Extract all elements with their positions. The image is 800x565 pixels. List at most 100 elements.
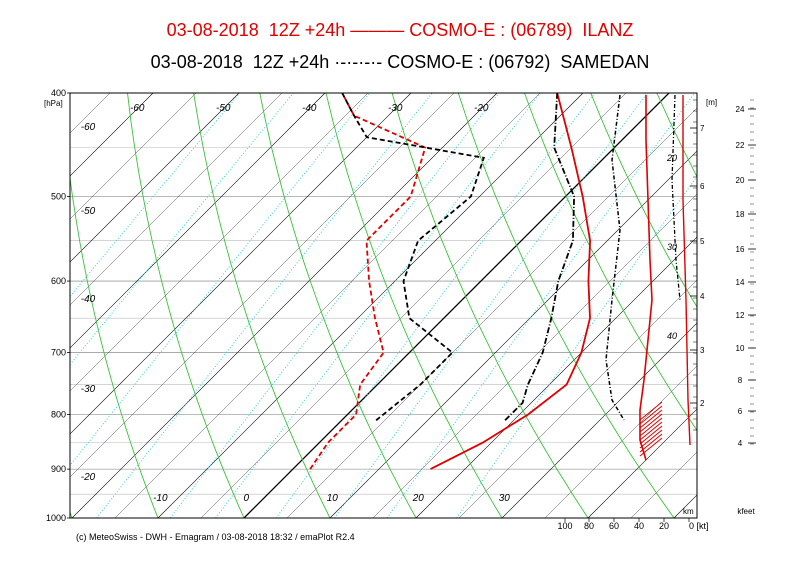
wind-profile-samedan: [605, 94, 625, 421]
isotherm-line: [717, 93, 800, 518]
isotherm-inline-label: 30: [667, 242, 677, 252]
title-samedan: 03-08-2018 12Z +24h ·-·-·-·- COSMO-E : (…: [150, 52, 650, 72]
isotherm-inline-label: 20: [666, 153, 677, 163]
mixing-ratio-line: [70, 93, 371, 467]
wind-speed-label: 80: [584, 521, 594, 531]
dry-adiabat: [259, 93, 417, 518]
dry-adiabat: [457, 93, 675, 518]
isotherm-line: [673, 494, 697, 518]
mixing-ratio-line: [96, 93, 433, 518]
isotherm-line: [70, 93, 412, 435]
height-kfeet-label: 24: [736, 105, 745, 114]
height-km-label: 6: [700, 182, 705, 191]
isotherm-line: [70, 93, 283, 306]
height-kfeet-label: 20: [736, 176, 745, 185]
wind-barb-ilanz: [639, 417, 663, 437]
isotherm-line: [70, 93, 369, 392]
wind-barb-ilanz: [639, 429, 663, 449]
footer-credit: (c) MeteoSwiss - DWH - Emagram / 03-08-2…: [76, 532, 355, 542]
wind-profile-ilanz: [639, 95, 653, 461]
isotherm-line: [372, 193, 697, 518]
height-kfeet-label: 4: [738, 439, 743, 448]
dry-adiabat: [789, 93, 800, 518]
sounding-data: [309, 93, 691, 470]
isotherm-line: [114, 93, 541, 518]
height-kfeet-label: 10: [736, 344, 745, 353]
wind-barb-ilanz: [639, 401, 663, 421]
wind-barb-ilanz: [639, 433, 663, 453]
mixing-ratio-line: [215, 93, 541, 518]
isotherm-line: [70, 93, 154, 177]
height-kfeet-label: 12: [736, 311, 745, 320]
isotherm-line: [70, 93, 111, 134]
height-km-label: 5: [700, 237, 705, 246]
dry-adiabat: [723, 93, 800, 518]
isotherm-line: [70, 93, 197, 220]
height-kfeet-label: 14: [736, 278, 745, 287]
height-km-label: 3: [700, 346, 705, 355]
height-kfeet-label: 18: [736, 210, 745, 219]
pressure-unit-label: [hPa]: [44, 99, 63, 108]
isotherm-left-label: -30: [81, 384, 96, 395]
isotherm-line: [329, 150, 697, 518]
dewpoint-line-ilanz: [309, 93, 427, 470]
pressure-tick-label: 800: [51, 410, 66, 420]
dry-adiabat: [590, 93, 697, 308]
mixing-ratio-line: [70, 93, 241, 298]
plot-frame: [69, 92, 698, 519]
wind-barb-ilanz: [639, 421, 663, 441]
pressure-tick-label: 500: [51, 191, 66, 201]
temperature-bottom-label: 30: [499, 493, 511, 504]
wind-barb-ilanz: [639, 425, 663, 445]
mixing-ratio-line: [70, 93, 294, 366]
mixing-ratio-line: [456, 175, 697, 518]
height-km-label: 2: [700, 399, 705, 408]
isotherm-line: [415, 236, 697, 518]
dry-adiabat: [70, 510, 73, 518]
pressure-tick-label: 1000: [46, 513, 66, 523]
temperature-line-ilanz: [430, 93, 592, 470]
isotherm-line: [286, 107, 697, 518]
mixing-ratio-line: [333, 93, 648, 518]
temperature-bottom-label: 20: [412, 493, 425, 504]
wind-barb-ilanz: [639, 409, 663, 429]
wind-profile-samedan-2: [671, 94, 681, 301]
temperature-bottom-label: -10: [153, 493, 168, 504]
isotherm-left-label: -40: [81, 294, 96, 305]
isotherm-inline-label: 40: [667, 331, 677, 341]
wind-speed-label: 60: [609, 521, 619, 531]
mixing-ratio-line: [275, 93, 596, 518]
pressure-tick-label: 600: [51, 276, 66, 286]
isotherm-line: [458, 279, 697, 518]
dry-adiabat: [70, 174, 159, 518]
temperature-line-samedan: [504, 93, 576, 421]
isotherm-line: [760, 93, 800, 518]
dry-adiabat: [127, 93, 245, 518]
wind-barb-ilanz: [639, 405, 663, 425]
isotherm-line: [0, 93, 67, 518]
height-kfeet-label: 6: [738, 407, 743, 416]
zero-isotherm: [243, 93, 670, 518]
title-ilanz: 03-08-2018 12Z +24h ——— COSMO-E : (06789…: [166, 20, 634, 40]
temperature-top-label: -40: [302, 103, 317, 114]
mixing-ratio-line: [169, 93, 500, 518]
isotherm-left-label: -20: [81, 472, 96, 483]
temperature-bottom-label: 0: [244, 493, 250, 504]
wind-speed-label: 100: [557, 521, 572, 531]
dry-adiabat: [193, 93, 331, 518]
wind-speed-label: 40: [634, 521, 644, 531]
background-lines: [0, 93, 800, 518]
pressure-tick-label: 400: [51, 88, 66, 98]
height-kfeet-label: 16: [736, 245, 745, 254]
isotherm-line: [544, 365, 697, 518]
km-label: km: [683, 507, 694, 516]
temperature-top-label: -20: [474, 103, 489, 114]
dry-adiabat: [325, 93, 503, 518]
isotherm-line: [501, 322, 697, 518]
isotherm-left-label: -60: [81, 122, 96, 133]
pressure-tick-label: 900: [51, 464, 66, 474]
isotherm-line: [157, 93, 584, 518]
wind-speed-label: 0 [kt]: [689, 521, 709, 531]
temperature-top-label: -50: [216, 103, 231, 114]
